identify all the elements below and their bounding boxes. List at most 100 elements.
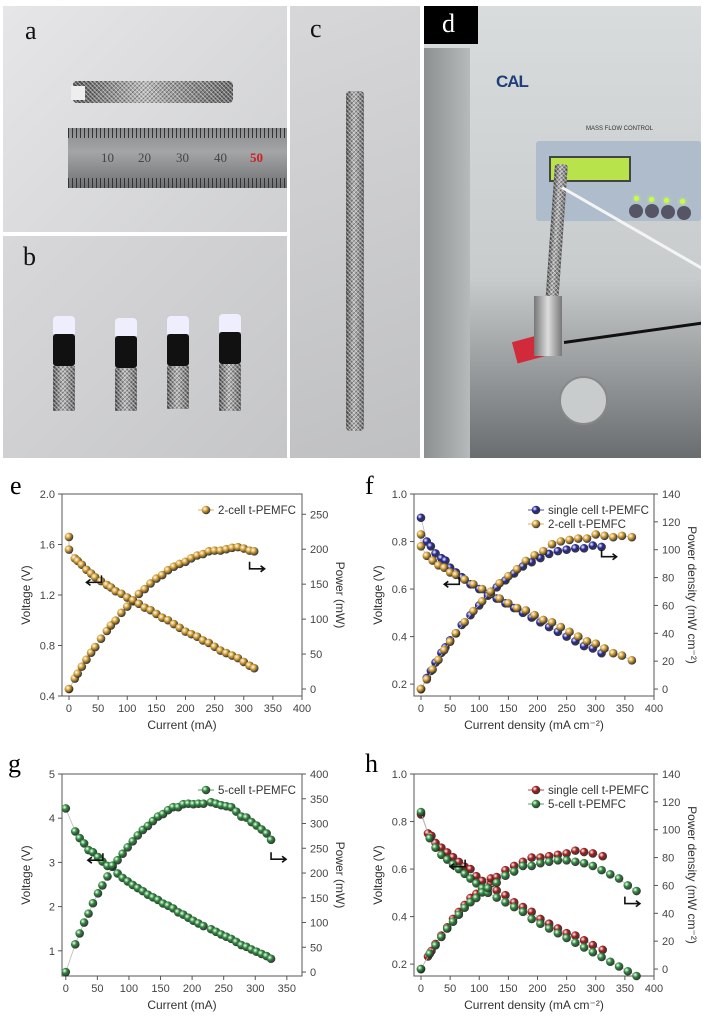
y-left-tick-label: 0.2 — [392, 679, 407, 691]
y-left-tick-label: 3 — [49, 857, 55, 869]
power-point — [571, 544, 580, 553]
power-point — [573, 534, 583, 543]
y-right-tick-label: 150 — [310, 893, 328, 905]
single-cell-tube-3 — [167, 316, 189, 409]
power-point — [518, 861, 528, 871]
y-right-tick-label: 250 — [310, 509, 328, 521]
power-point — [571, 857, 580, 867]
voltage-point — [597, 952, 606, 962]
plot-frame — [61, 773, 303, 977]
left-axis-arrow-icon — [448, 859, 466, 871]
x-tick-label: 0 — [63, 983, 69, 995]
legend-label: single cell t-PEMFC — [548, 505, 649, 517]
voltage-point — [562, 933, 571, 943]
voltage-point — [439, 563, 449, 572]
power-point — [553, 856, 563, 865]
power-point — [90, 642, 100, 652]
y-left-tick-label: 1.6 — [40, 540, 55, 552]
ruler-number: 10 — [101, 150, 114, 165]
x-tick-label: 300 — [587, 703, 605, 715]
legend-label: single cell t-PEMFC — [548, 785, 649, 797]
voltage-point — [416, 807, 426, 817]
tube-end-cap — [71, 86, 85, 100]
y-right-tick-label: 100 — [310, 918, 328, 930]
legend-marker — [531, 519, 541, 529]
x-tick-label: 100 — [470, 983, 488, 995]
panel-label-h: h — [365, 749, 378, 778]
power-point — [562, 849, 571, 858]
x-tick-label: 350 — [616, 703, 634, 715]
power-point — [73, 669, 83, 678]
x-axis-label: Current density (mA cm⁻²) — [464, 998, 604, 1012]
x-tick-label: 200 — [528, 703, 546, 715]
y-left-tick-label: 0.4 — [392, 632, 407, 644]
power-point — [565, 535, 574, 545]
x-tick-label: 250 — [557, 703, 575, 715]
power-point — [77, 662, 87, 671]
panel-label-d: d — [442, 9, 455, 38]
y-left-tick-label: 0.6 — [392, 864, 407, 876]
series-single-cell-t-pemfc — [416, 810, 608, 974]
legend-label: 2-cell t-PEMFC — [548, 519, 626, 531]
x-tick-label: 150 — [499, 703, 517, 715]
voltage-point — [573, 632, 583, 641]
x-tick-label: 250 — [215, 983, 233, 995]
y-right-tick-label: 0 — [662, 964, 668, 976]
voltage-point — [501, 890, 510, 900]
y-left-tick-label: 1.0 — [392, 489, 407, 501]
x-axis-label: Current (mA) — [147, 718, 216, 732]
ruler-image: 10 20 30 40 50 — [68, 128, 287, 188]
voltage-point — [512, 603, 522, 613]
panel-label-d-box — [424, 6, 478, 44]
voltage-point — [492, 886, 502, 895]
power-point — [199, 799, 208, 809]
power-point — [512, 564, 522, 574]
power-point — [536, 858, 545, 868]
voltage-point — [530, 610, 539, 620]
y-right-tick-label: 200 — [310, 868, 328, 880]
power-point — [492, 878, 502, 887]
power-point — [140, 584, 150, 594]
x-tick-label: 400 — [645, 703, 663, 715]
x-tick-label: 100 — [470, 703, 488, 715]
power-point — [103, 872, 112, 881]
power-point — [579, 858, 589, 868]
power-point — [608, 532, 618, 542]
voltage-point — [70, 827, 80, 836]
power-point — [553, 546, 563, 556]
y-right-tick-label: 400 — [310, 769, 328, 781]
voltage-point — [472, 879, 481, 888]
power-point — [632, 886, 641, 896]
voltage-point — [547, 618, 557, 627]
power-point — [606, 870, 615, 879]
five-cell-tube-stack — [346, 91, 364, 431]
voltage-point — [416, 541, 426, 551]
right-axis-arrow-icon — [624, 896, 642, 908]
y-right-tick-label: 50 — [310, 649, 322, 661]
power-point — [544, 857, 554, 867]
panel-label-c: c — [310, 14, 322, 43]
power-point — [598, 851, 608, 861]
power-point — [495, 578, 504, 588]
voltage-point — [64, 532, 74, 542]
power-point — [477, 596, 487, 606]
power-point — [157, 570, 167, 580]
power-point — [442, 924, 452, 933]
power-point — [588, 541, 598, 550]
y-right-tick-label: 200 — [310, 544, 328, 556]
y-right-tick-label: 0 — [662, 684, 668, 696]
x-tick-label: 50 — [91, 983, 103, 995]
power-point — [600, 531, 609, 541]
power-point — [460, 903, 469, 913]
voltage-point — [553, 928, 563, 938]
series-2-cell-t-pemfc — [416, 530, 637, 694]
voltage-point — [527, 914, 536, 924]
x-axis-label: Current density (mA cm⁻²) — [464, 718, 604, 732]
voltage-point — [422, 551, 432, 561]
power-point — [416, 684, 426, 694]
gas-fitting — [534, 296, 562, 356]
voltage-point — [600, 644, 609, 653]
tube-stack-photo — [73, 81, 233, 103]
chart-g: 0 50 100 150 200 250 300 3501234505010015020025… — [19, 769, 347, 1012]
power-point — [422, 674, 432, 684]
